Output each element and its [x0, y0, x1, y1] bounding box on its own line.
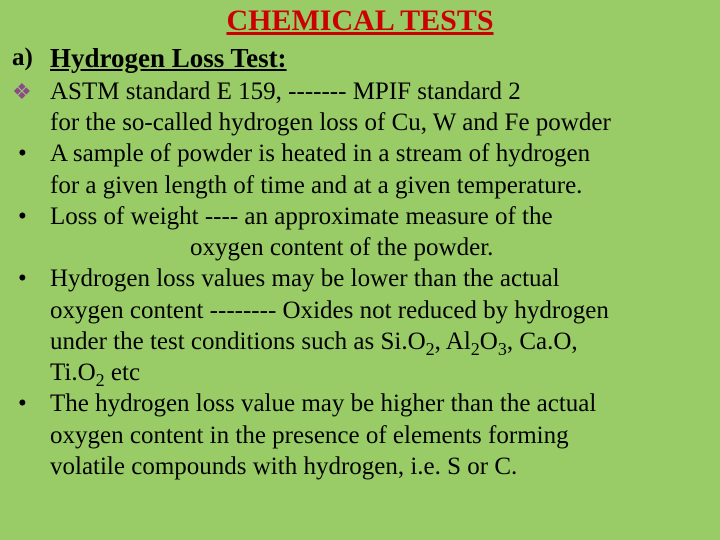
bullet-icon: • [12, 201, 50, 232]
text-line: oxygen content in the presence of elemen… [50, 420, 596, 451]
section-marker: a) [12, 42, 50, 73]
item-text: Hydrogen loss values may be lower than t… [50, 263, 609, 388]
bullet-icon: • [12, 138, 50, 169]
list-item: • Hydrogen loss values may be lower than… [12, 263, 708, 388]
text-line-chem: under the test conditions such as Si.O2,… [50, 326, 609, 357]
list-item: • Loss of weight ---- an approximate mea… [12, 201, 708, 264]
item-text: ASTM standard E 159, ------- MPIF standa… [50, 76, 611, 139]
item-text: A sample of powder is heated in a stream… [50, 138, 590, 201]
section-heading-row: a) Hydrogen Loss Test: [12, 42, 708, 76]
text-line: Hydrogen loss values may be lower than t… [50, 263, 609, 294]
text-line: Loss of weight ---- an approximate measu… [50, 201, 553, 232]
bullet-icon: • [12, 388, 50, 419]
text-line: for the so-called hydrogen loss of Cu, W… [50, 107, 611, 138]
text-line: ASTM standard E 159, ------- MPIF standa… [50, 76, 611, 107]
section-heading: Hydrogen Loss Test: [50, 42, 287, 76]
list-item: ❖ ASTM standard E 159, ------- MPIF stan… [12, 76, 708, 139]
diamond-icon: ❖ [12, 76, 50, 106]
text-line-chem: Ti.O2 etc [50, 357, 609, 388]
item-text: The hydrogen loss value may be higher th… [50, 388, 596, 482]
item-text: Loss of weight ---- an approximate measu… [50, 201, 553, 264]
text-line: A sample of powder is heated in a stream… [50, 138, 590, 169]
text-line: volatile compounds with hydrogen, i.e. S… [50, 451, 596, 482]
page-title: CHEMICAL TESTS [12, 4, 708, 38]
list-item: • A sample of powder is heated in a stre… [12, 138, 708, 201]
text-line: The hydrogen loss value may be higher th… [50, 388, 596, 419]
text-line: for a given length of time and at a give… [50, 170, 590, 201]
list-item: • The hydrogen loss value may be higher … [12, 388, 708, 482]
bullet-icon: • [12, 263, 50, 294]
text-line: oxygen content -------- Oxides not reduc… [50, 295, 609, 326]
text-line-indent: oxygen content of the powder. [50, 232, 553, 263]
